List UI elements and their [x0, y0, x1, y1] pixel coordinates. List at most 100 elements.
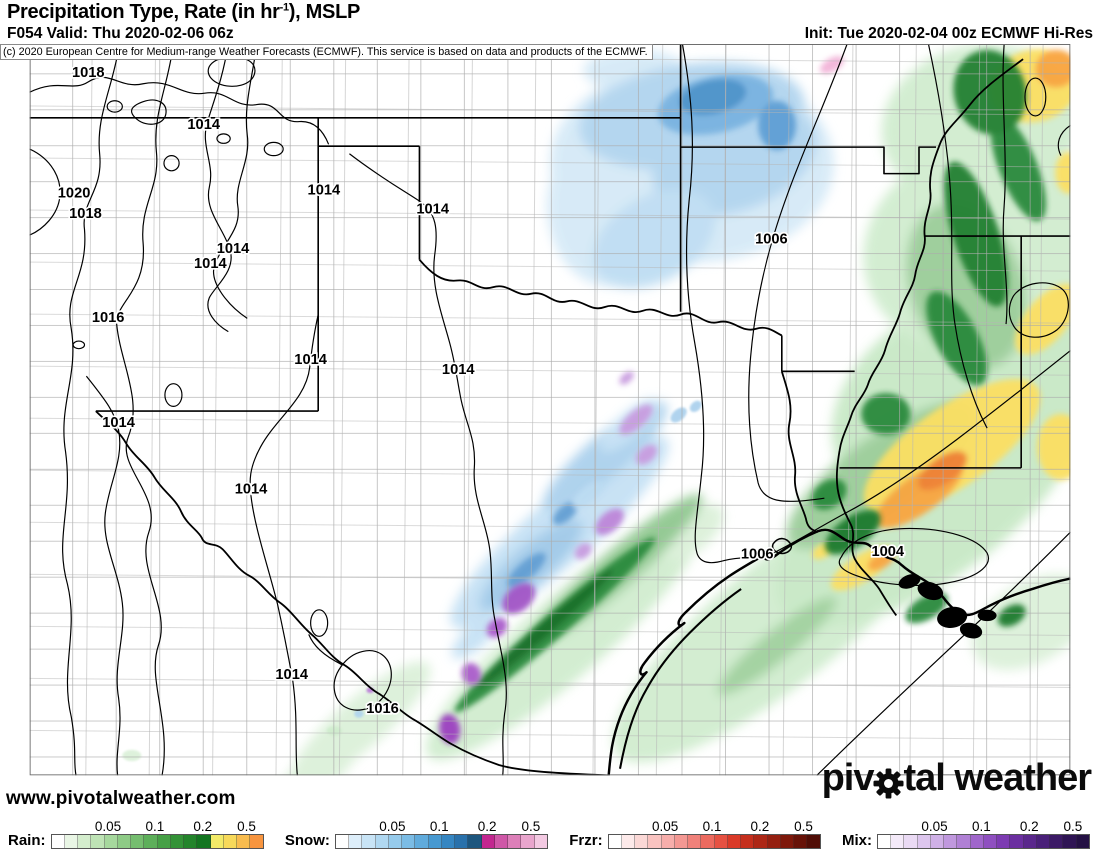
- legend-ticks: 0.05 0.1 0.2 0.5: [335, 819, 548, 834]
- legend-color-cell: [983, 835, 998, 848]
- legend-tick-value: 0.5: [237, 819, 256, 834]
- legend-tick-value: 0.2: [477, 819, 497, 834]
- gear-icon: [873, 766, 904, 799]
- sabine-river: [780, 371, 819, 534]
- legend-group-rain: Rain: 0.05 0.1 0.2 0.5: [8, 819, 264, 849]
- legend-color-cell: [794, 835, 808, 848]
- legend-color-cell: [877, 835, 892, 848]
- legend-color-cell: [91, 835, 105, 848]
- pressure-label: 1014: [294, 352, 327, 368]
- legend-color-cell: [674, 835, 689, 848]
- legend-color-cell: [250, 835, 263, 848]
- river-borders: [95, 58, 1024, 776]
- legend-label: Rain:: [8, 832, 46, 849]
- legend-tick-value: 0.05: [94, 819, 122, 834]
- mississippi-river: [835, 58, 1024, 617]
- rio-grande: [95, 410, 609, 776]
- legend-color-cell: [957, 835, 971, 848]
- legend-color-cell: [117, 835, 131, 848]
- legend-color-cell: [104, 835, 118, 848]
- legend-color-cell: [930, 835, 945, 848]
- legend-tick-value: 0.1: [429, 819, 449, 834]
- legend-tick-value: 0.05: [921, 819, 948, 834]
- legend-color-cell: [441, 835, 456, 848]
- legend-color-cell: [131, 835, 145, 848]
- title-superscript: -1: [279, 1, 289, 14]
- legend-color-cell: [508, 835, 522, 848]
- pressure-label: 1016: [366, 701, 399, 717]
- legend-color-cell: [891, 835, 905, 848]
- legend-tick-value: 0.05: [651, 819, 679, 834]
- county-grid: [29, 44, 1071, 776]
- legend-tick-value: 0.5: [794, 819, 813, 834]
- legend-color-cell: [415, 835, 429, 848]
- legend-color-cell: [237, 835, 251, 848]
- legend-color-cell: [78, 835, 92, 848]
- legend-color-cell: [714, 835, 728, 848]
- map-canvas: 1018101410201018101410141014101410061016…: [29, 44, 1071, 776]
- legend-tick-value: 0.05: [379, 819, 406, 834]
- pressure-label: 1018: [72, 65, 105, 81]
- legend-color-cell: [157, 835, 171, 848]
- legend-color-cell: [780, 835, 795, 848]
- legend-group-mix: Mix: 0.05 0.1 0.2 0.5: [842, 819, 1090, 849]
- legend-color-cell: [807, 835, 820, 848]
- mslp-contours: [29, 44, 1071, 776]
- pressure-label: 1014: [235, 481, 268, 497]
- legend-color-cell: [1050, 835, 1064, 848]
- legend-label: Frzr:: [569, 832, 603, 849]
- legend-color-cell: [223, 835, 237, 848]
- legend-tick-value: 0.1: [145, 819, 165, 834]
- legend-label: Snow:: [284, 832, 330, 849]
- legend-color-cell: [701, 835, 715, 848]
- watermark: www.pivotalweather.com: [6, 788, 236, 809]
- legend-color-cell: [64, 835, 78, 848]
- legend-color-cell: [428, 835, 442, 848]
- legend-color-cell: [621, 835, 636, 848]
- legend-color-cell: [51, 835, 65, 848]
- legend-color-cell: [635, 835, 649, 848]
- legend-color-cell: [349, 835, 363, 848]
- pressure-label: 1014: [194, 256, 227, 272]
- legend-color-cell: [970, 835, 984, 848]
- red-river: [418, 259, 783, 337]
- pressure-label: 1014: [442, 362, 475, 378]
- legend-color-cell: [184, 835, 198, 848]
- legend-color-cell: [335, 835, 350, 848]
- model-init-label: Init: Tue 2020-02-04 00z ECMWF Hi-Res: [804, 25, 1093, 42]
- pressure-label: 1014: [275, 667, 308, 683]
- legend-color-cell: [944, 835, 958, 848]
- legend-colorbar: [876, 834, 1090, 849]
- pressure-label: 1014: [416, 201, 449, 217]
- legend-ticks: 0.05 0.1 0.2 0.5: [608, 819, 821, 834]
- legend-color-cell: [521, 835, 535, 848]
- legend-color-cell: [534, 835, 547, 848]
- legend-tick-value: 0.2: [750, 819, 770, 834]
- legend-colorbar: [50, 834, 264, 849]
- legend-color-cell: [1023, 835, 1037, 848]
- legend-color-cell: [375, 835, 389, 848]
- legend-color-cell: [1036, 835, 1051, 848]
- legend-color-cell: [1010, 835, 1024, 848]
- pressure-labels: 1018101410201018101410141014101410061016…: [56, 63, 906, 718]
- legend-tick-value: 0.2: [193, 819, 213, 834]
- legend-ticks: 0.05 0.1 0.2 0.5: [51, 819, 264, 834]
- legend-color-cell: [210, 835, 224, 848]
- weather-map: 1018 1014 1020 1018 1014 1014 1014 1014 1006 1016…: [0, 44, 1100, 817]
- pressure-label: 1016: [92, 310, 125, 326]
- pressure-label: 1018: [69, 206, 102, 222]
- legend-ticks: 0.05 0.1 0.2 0.5: [877, 819, 1090, 834]
- pressure-label: 1014: [217, 241, 250, 257]
- legend-tick-value: 0.2: [1019, 819, 1039, 834]
- legend-color-cell: [494, 835, 509, 848]
- legend-colorbar: [607, 834, 821, 849]
- legend-tick-value: 0.1: [702, 819, 722, 834]
- legend-color-cell: [608, 835, 622, 848]
- pressure-label: 1006: [741, 547, 774, 563]
- legend-color-cell: [661, 835, 675, 848]
- forecast-valid-label: F054 Valid: Thu 2020-02-06 06z: [7, 25, 234, 42]
- legend-tick-value: 0.1: [971, 819, 991, 834]
- legend-color-cell: [741, 835, 755, 848]
- legend-color-cell: [1063, 835, 1077, 848]
